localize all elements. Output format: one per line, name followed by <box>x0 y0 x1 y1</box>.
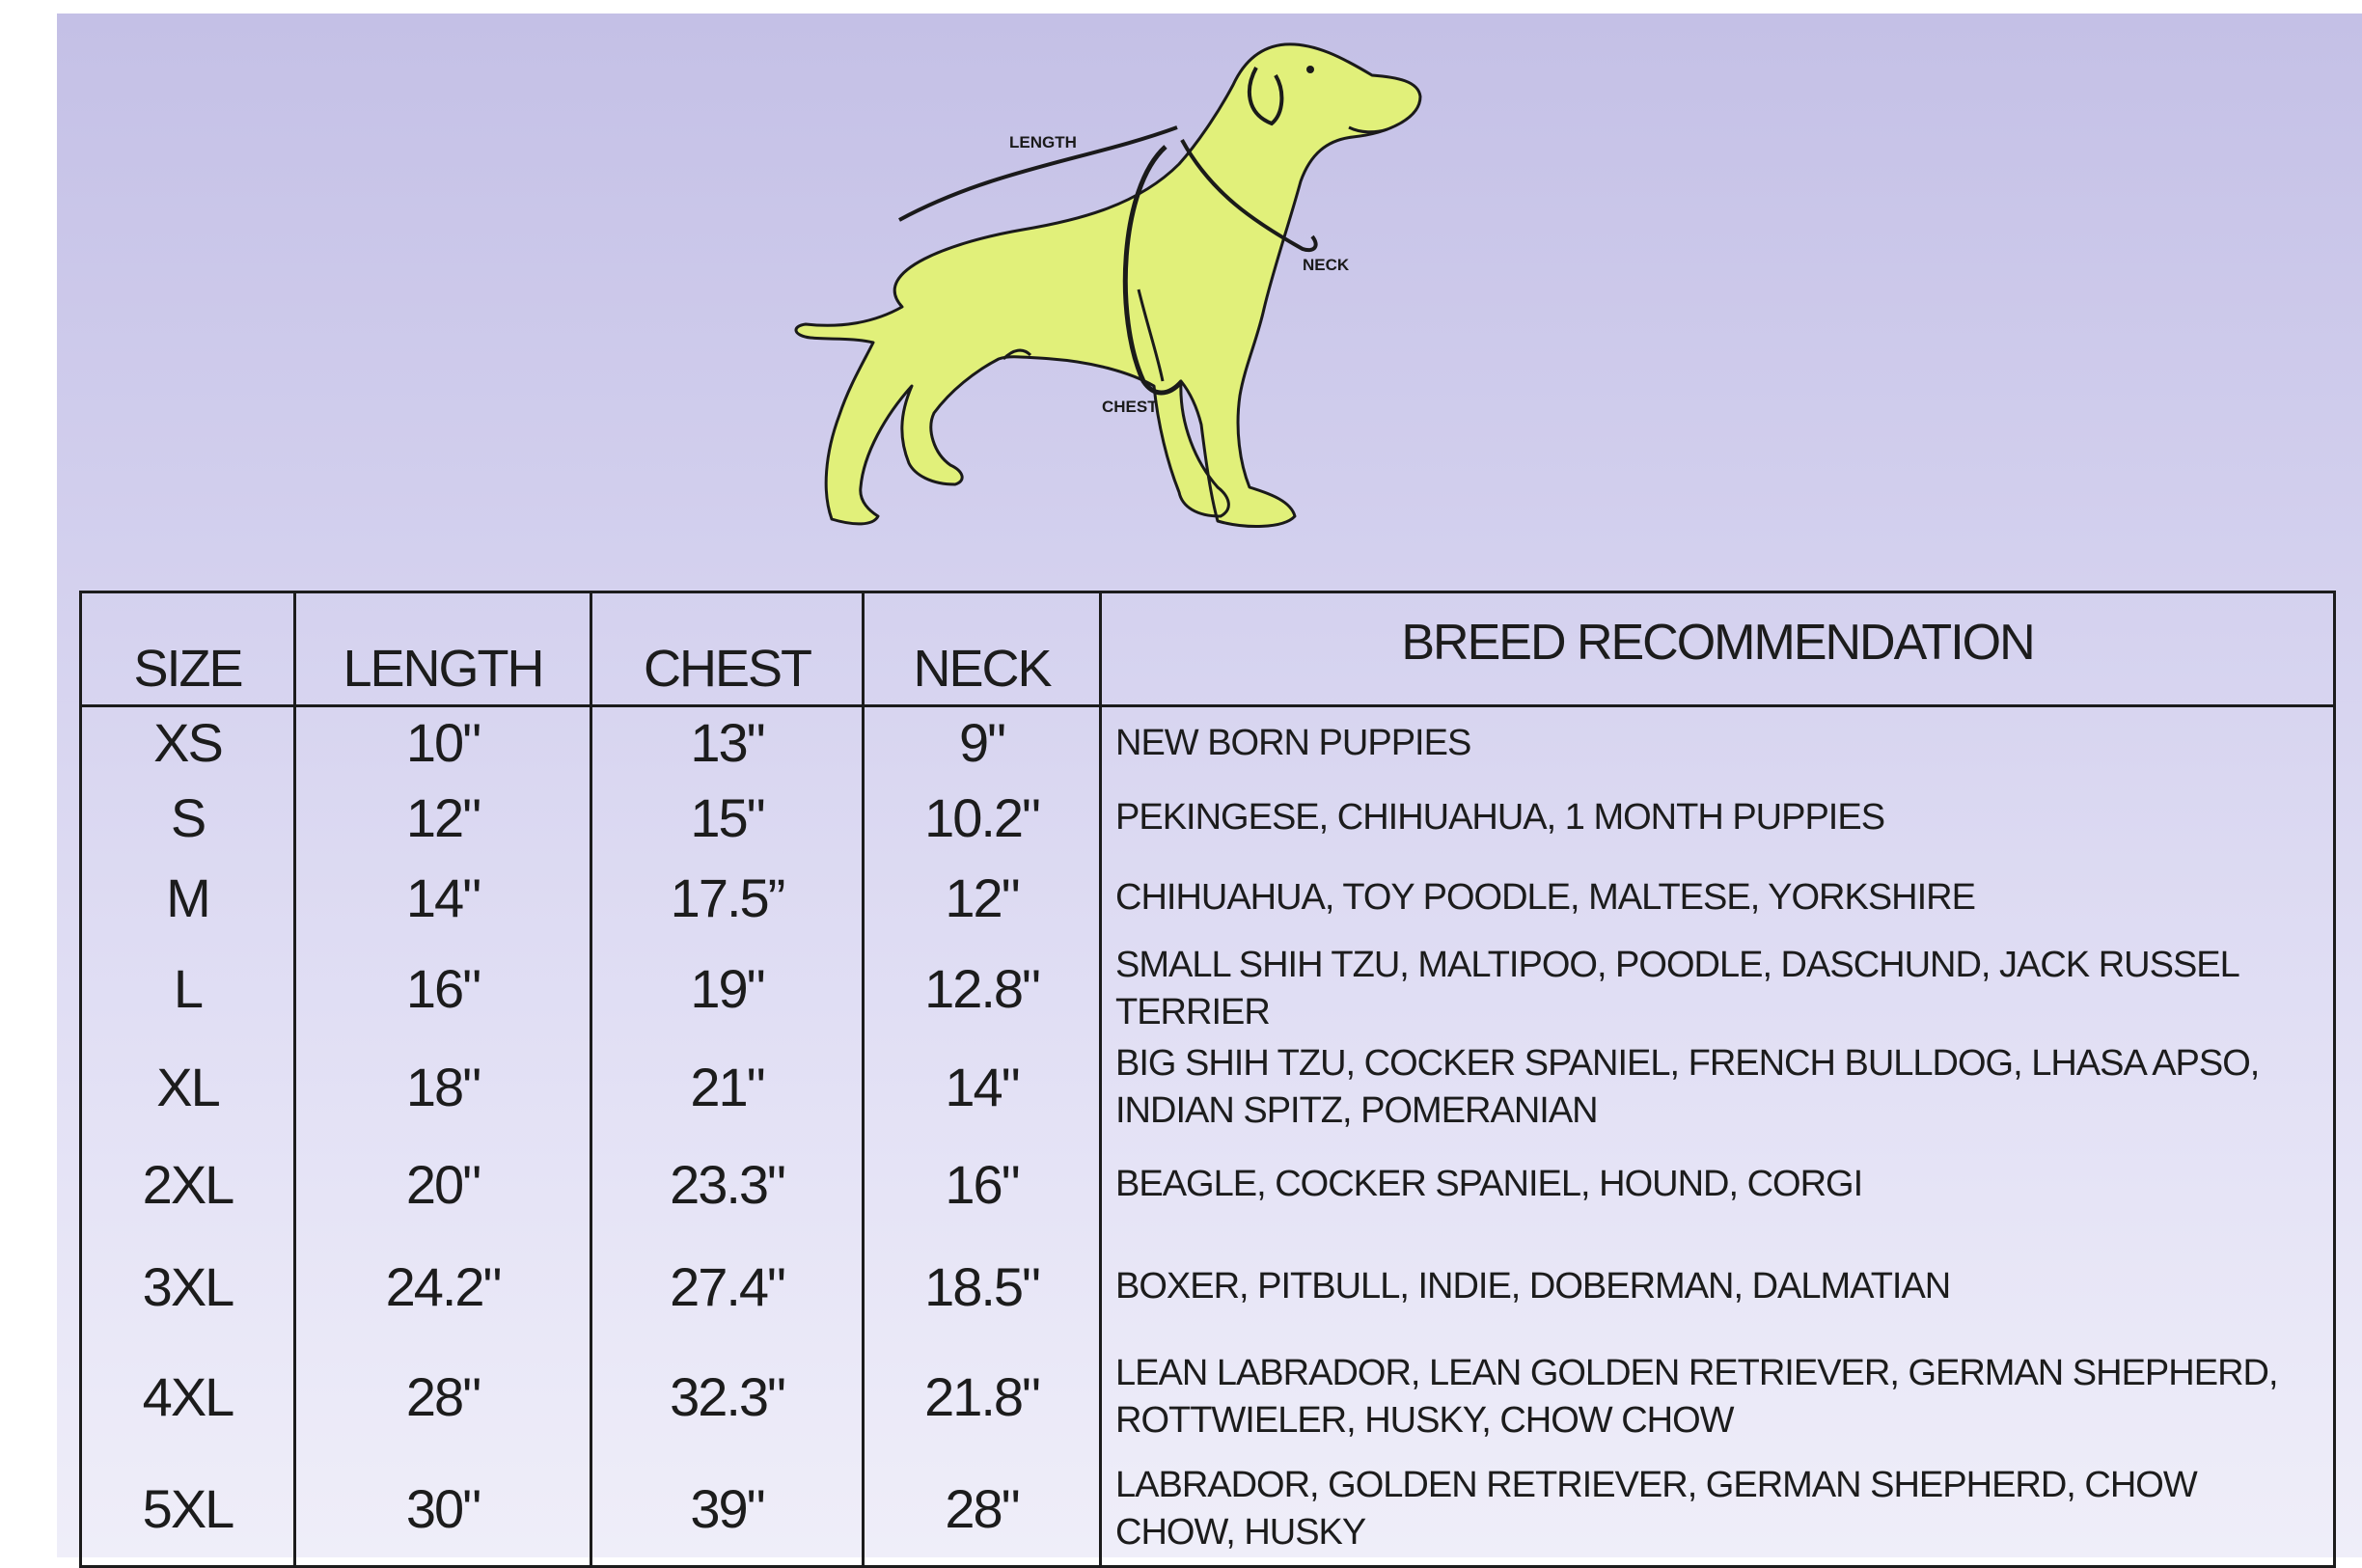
chest-cell: 27.4" <box>590 1232 864 1341</box>
length-cell: 14" <box>293 856 591 940</box>
size-cell: 5XL <box>142 1477 235 1539</box>
chest-cell: 19" <box>590 939 864 1038</box>
neck-cell: 21.8" <box>862 1340 1101 1453</box>
table-row: M 14" 17.5” 12" CHIHUAHUA, TOY POODLE, M… <box>81 856 2335 940</box>
chest-cell: 32.3" <box>590 1340 864 1453</box>
neck-cell: 12.8" <box>862 939 1101 1038</box>
header-chest: CHEST <box>590 591 864 707</box>
neck-cell: 10.2" <box>862 779 1101 857</box>
chest-label: CHEST <box>1102 398 1158 416</box>
neck-cell: 9" <box>862 705 1101 780</box>
length-cell: 30" <box>293 1452 591 1567</box>
size-cell: S <box>170 786 206 848</box>
length-cell: 10" <box>293 705 591 780</box>
breed-cell: NEW BORN PUPPIES <box>1099 705 2335 780</box>
size-cell: XS <box>153 712 224 774</box>
neck-cell: 14" <box>862 1037 1101 1137</box>
table-row: 4XL 28" 32.3" 21.8" LEAN LABRADOR, LEAN … <box>81 1340 2335 1453</box>
size-cell: 2XL <box>142 1153 235 1215</box>
length-cell: 18" <box>293 1037 591 1137</box>
length-cell: 24.2" <box>293 1232 591 1341</box>
size-cell: L <box>173 957 204 1019</box>
breed-cell: BIG SHIH TZU, COCKER SPANIEL, FRENCH BUL… <box>1099 1037 2335 1137</box>
length-cell: 20" <box>293 1136 591 1233</box>
table-row: S 12" 15" 10.2" PEKINGESE, CHIHUAHUA, 1 … <box>81 779 2335 857</box>
length-label: LENGTH <box>1009 133 1077 151</box>
breed-cell: LABRADOR, GOLDEN RETRIEVER, GERMAN SHEPH… <box>1099 1452 2335 1567</box>
header-length: LENGTH <box>293 591 591 707</box>
chest-cell: 15" <box>590 779 864 857</box>
size-cell: XL <box>156 1056 221 1117</box>
table-row: XL 18" 21" 14" BIG SHIH TZU, COCKER SPAN… <box>81 1037 2335 1137</box>
table-row: L 16" 19" 12.8" SMALL SHIH TZU, MALTIPOO… <box>81 939 2335 1038</box>
size-cell: 3XL <box>142 1255 235 1317</box>
neck-cell: 16" <box>862 1136 1101 1233</box>
header-breed-recommendation: BREED RECOMMENDATION <box>1099 591 2335 707</box>
chest-cell: 39" <box>590 1452 864 1567</box>
dog-silhouette <box>794 42 1422 528</box>
chest-cell: 13" <box>590 705 864 780</box>
neck-measure-ring <box>1180 139 1318 253</box>
size-cell: 4XL <box>142 1365 235 1427</box>
table-row: 2XL 20" 23.3" 16" BEAGLE, COCKER SPANIEL… <box>81 1136 2335 1233</box>
breed-cell: CHIHUAHUA, TOY POODLE, MALTESE, YORKSHIR… <box>1099 856 2335 940</box>
size-cell: M <box>166 867 211 928</box>
length-measure-line <box>898 125 1178 222</box>
length-cell: 16" <box>293 939 591 1038</box>
header-row: SIZE LENGTH CHEST NECK BREED RECOMMENDAT… <box>80 591 2335 707</box>
chest-cell: 17.5” <box>590 856 864 940</box>
breed-cell: BEAGLE, COCKER SPANIEL, HOUND, CORGI <box>1099 1136 2335 1233</box>
length-cell: 12" <box>293 779 591 857</box>
length-cell: 28" <box>293 1340 591 1453</box>
breed-cell: BOXER, PITBULL, INDIE, DOBERMAN, DALMATI… <box>1099 1232 2335 1341</box>
neck-cell: 12" <box>862 856 1101 940</box>
size-chart-table: SIZE LENGTH CHEST NECK BREED RECOMMENDAT… <box>79 591 2336 1568</box>
breed-cell: LEAN LABRADOR, LEAN GOLDEN RETRIEVER, GE… <box>1099 1340 2335 1453</box>
header-neck: NECK <box>862 591 1101 707</box>
chest-cell: 23.3" <box>590 1136 864 1233</box>
chest-measure-ring <box>1122 145 1184 396</box>
chest-cell: 21" <box>590 1037 864 1137</box>
neck-cell: 18.5" <box>862 1232 1101 1341</box>
neck-label: NECK <box>1303 256 1350 274</box>
neck-cell: 28" <box>862 1452 1101 1567</box>
breed-cell: PEKINGESE, CHIHUAHUA, 1 MONTH PUPPIES <box>1099 779 2335 857</box>
dog-measurement-illustration: LENGTH NECK CHEST <box>794 42 1422 528</box>
header-size: SIZE <box>80 591 295 707</box>
table-row: 3XL 24.2" 27.4" 18.5" BOXER, PITBULL, IN… <box>81 1232 2335 1341</box>
table-row: 5XL 30" 39" 28" LABRADOR, GOLDEN RETRIEV… <box>81 1452 2335 1567</box>
breed-cell: SMALL SHIH TZU, MALTIPOO, POODLE, DASCHU… <box>1099 939 2335 1038</box>
table-row: XS 10" 13" 9" NEW BORN PUPPIES <box>81 705 2335 780</box>
